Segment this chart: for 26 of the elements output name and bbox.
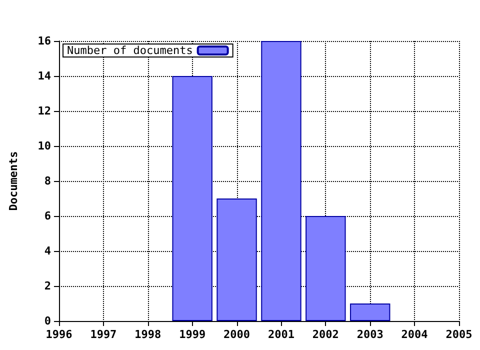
y-axis-title: Documents: [7, 151, 20, 211]
x-tick-label: 2000: [224, 328, 250, 341]
x-tick-label: 2001: [268, 328, 295, 341]
x-tick-label: 2005: [446, 328, 472, 341]
y-tick-label: 2: [44, 280, 51, 292]
x-tick-label: 1998: [134, 328, 162, 341]
x-tick-label: 1997: [90, 328, 117, 341]
x-tick-label: 2004: [401, 328, 428, 341]
bar: [306, 216, 346, 321]
bar: [350, 304, 390, 321]
legend-label: Number of documents: [66, 44, 193, 57]
bar: [261, 41, 302, 321]
y-tick-label: 12: [38, 104, 51, 118]
x-tick-label: 2002: [312, 328, 339, 341]
y-tick-label: 8: [44, 174, 51, 188]
x-tick-label: 1999: [179, 328, 206, 341]
y-tick-label: 0: [44, 314, 51, 328]
y-tick-label: 10: [38, 140, 51, 152]
bar: [172, 76, 212, 321]
y-tick-label: 16: [38, 34, 52, 48]
y-tick-label: 6: [44, 210, 52, 222]
y-tick-label: 4: [44, 244, 52, 258]
x-tick-label: 1996: [46, 328, 73, 341]
bar: [216, 198, 257, 321]
y-tick-label: 14: [38, 70, 52, 82]
x-tick-label: 2003: [356, 328, 384, 341]
